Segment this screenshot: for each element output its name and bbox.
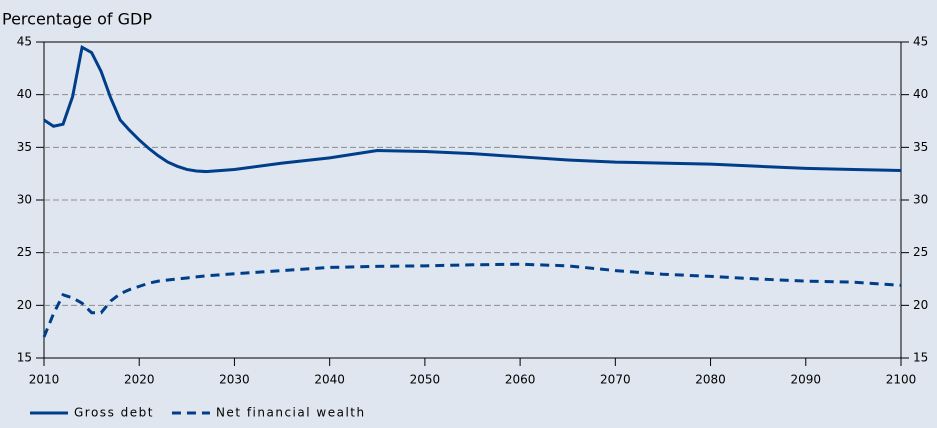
y2-tick-label: 45 [913, 35, 928, 49]
x-tick-label: 2070 [600, 373, 631, 387]
y2-tick-label: 40 [913, 87, 928, 101]
x-tick-label: 2050 [410, 373, 441, 387]
x-tick-label: 2020 [124, 373, 155, 387]
x-tick-label: 2100 [886, 373, 917, 387]
y-tick-label: 25 [17, 245, 32, 259]
x-tick-label: 2090 [791, 373, 822, 387]
y2-tick-label: 20 [913, 298, 928, 312]
legend-label: Net financial wealth [216, 406, 366, 420]
series-line [42, 262, 902, 338]
y-tick-label: 15 [17, 351, 32, 365]
x-tick-label: 2030 [219, 373, 250, 387]
x-tick-label: 2040 [314, 373, 345, 387]
y-tick-label: 45 [17, 35, 32, 49]
y-tick-label: 20 [17, 298, 32, 312]
x-tick-label: 2060 [505, 373, 536, 387]
y-tick-label: 40 [17, 87, 32, 101]
y2-tick-label: 15 [913, 351, 928, 365]
x-tick-label: 2010 [29, 373, 60, 387]
y-tick-label: 35 [17, 140, 32, 154]
y2-tick-label: 25 [913, 245, 928, 259]
y-tick-label: 30 [17, 193, 32, 207]
chart-title: Percentage of GDP [2, 10, 152, 29]
y2-tick-label: 30 [913, 193, 928, 207]
x-tick-label: 2080 [695, 373, 726, 387]
legend-label: Gross debt [74, 406, 154, 420]
y2-tick-label: 35 [913, 140, 928, 154]
series-line [43, 44, 902, 174]
